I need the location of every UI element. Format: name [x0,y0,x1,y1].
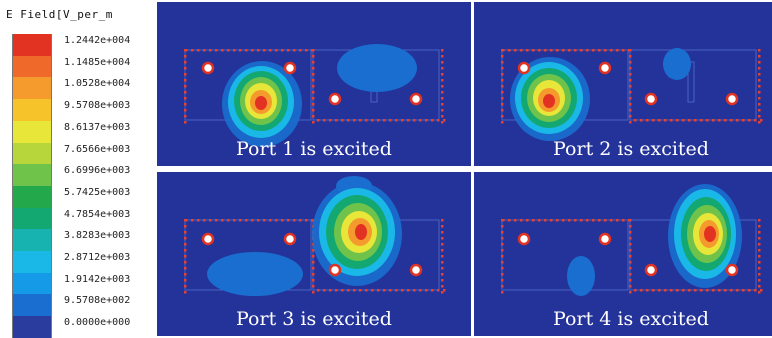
legend-tick-label: 3.8283e+003 [64,230,131,242]
port-marker [201,232,215,246]
legend-tick-label: 5.7425e+003 [64,186,131,198]
panel-caption: Port 4 is excited [553,308,709,330]
color-legend: E Field[V_per_m 1.2442e+004 1.1485e+004 1.… [0,0,152,338]
port-marker [201,61,215,75]
legend-swatch [12,229,52,252]
port-marker [283,61,297,75]
field-plot-port-3: Port 3 is excited [157,172,471,336]
port-marker [725,92,739,106]
field-plot-port-4: Port 4 is excited [474,172,772,336]
legend-swatch [12,294,52,317]
legend-swatch [12,251,52,274]
legend-tick-label: 9.5708e+003 [64,100,131,112]
port-marker [517,61,531,75]
via-rows [501,219,763,294]
port-marker [328,92,342,106]
field-map-port-2 [501,48,763,141]
panel-caption: Port 1 is excited [236,138,392,160]
legend-tick-label: 1.9142e+003 [64,273,131,285]
legend-swatch [12,142,52,165]
legend-tick-label: 9.5708e+002 [64,295,131,307]
field-contour [704,226,716,242]
legend-swatch [12,77,52,100]
field-contour [663,48,691,80]
port-marker [409,92,423,106]
cavity-outline [501,219,629,291]
port-marker [517,232,531,246]
port-marker [409,263,423,277]
field-contour [337,44,417,92]
panel-caption: Port 3 is excited [236,308,392,330]
via-rows [184,49,446,124]
port-marker [598,232,612,246]
legend-tick-label: 4.7854e+003 [64,208,131,220]
legend-tick-label: 1.0528e+004 [64,78,131,90]
legend-tick-label: 7.6566e+003 [64,143,131,155]
port-marker [598,61,612,75]
legend-swatch [12,316,52,338]
port-marker [644,92,658,106]
field-contour [543,94,555,108]
legend-tick-label: 0.0000e+000 [64,317,131,329]
legend-swatch [12,99,52,122]
legend-swatch [12,55,52,78]
port-marker [328,263,342,277]
field-plot-port-2: Port 2 is excited [474,2,772,166]
legend-tick-label: 6.6996e+003 [64,165,131,177]
legend-swatch [12,164,52,187]
port-marker [725,263,739,277]
legend-title: E Field[V_per_m [6,8,113,21]
field-contour [255,96,267,110]
field-map-port-3 [184,176,446,296]
legend-swatch [12,207,52,230]
field-plot-port-1: Port 1 is excited [157,2,471,166]
panel-caption: Port 2 is excited [553,138,709,160]
via-rows [501,49,763,124]
legend-swatch [12,185,52,209]
legend-swatch [12,120,52,143]
field-contour [355,224,367,240]
stub-outline [687,61,695,103]
cavity-outline [629,49,757,121]
field-contour [567,256,595,296]
legend-swatch [12,34,52,57]
legend-tick-label: 8.6137e+003 [64,121,131,133]
legend-tick-label: 2.8712e+003 [64,252,131,263]
legend-swatch [12,272,52,295]
field-contour [207,252,303,296]
field-map-port-1 [184,44,446,147]
port-marker [283,232,297,246]
legend-tick-label: 1.1485e+004 [64,56,131,68]
field-map-port-4 [501,184,763,296]
legend-tick-label: 1.2442e+004 [64,35,131,46]
port-marker [644,263,658,277]
